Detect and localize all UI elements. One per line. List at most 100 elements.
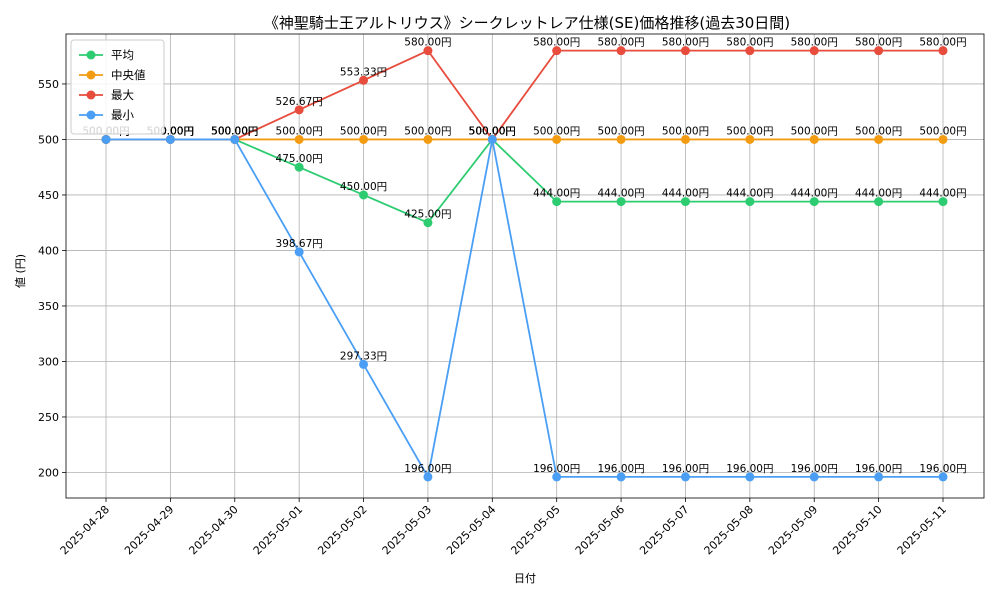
y-tick-label: 450 [38, 189, 59, 202]
data-point [294, 105, 304, 115]
data-label: 450.00円 [340, 181, 387, 193]
data-label: 500.00円 [211, 125, 258, 137]
data-label: 444.00円 [597, 188, 644, 200]
chart-title: 《神聖騎士王アルトリウス》シークレットレア仕様(SE)価格推移(過去30日間) [264, 14, 790, 32]
data-point [230, 134, 240, 144]
series-line-3 [106, 138, 943, 480]
data-point [359, 359, 369, 369]
data-label: 500.00円 [533, 125, 580, 137]
legend-label: 最大 [111, 88, 134, 102]
data-label: 500.00円 [211, 125, 258, 137]
data-label: 500.00円 [791, 125, 838, 137]
data-label: 425.00円 [404, 209, 451, 221]
data-point [938, 134, 948, 144]
data-label: 580.00円 [533, 37, 580, 49]
data-point [423, 472, 433, 482]
data-point [680, 472, 690, 482]
data-point [294, 247, 304, 257]
data-label: 500.00円 [469, 125, 516, 137]
data-point [101, 134, 111, 144]
data-point [423, 46, 433, 56]
data-label: 444.00円 [791, 188, 838, 200]
data-label: 196.00円 [662, 463, 709, 475]
data-point [680, 134, 690, 144]
x-tick-label: 2025-05-04 [444, 503, 498, 557]
data-label: 196.00円 [855, 463, 902, 475]
data-point [745, 134, 755, 144]
x-tick-label: 2025-05-10 [830, 503, 884, 557]
data-point [874, 134, 884, 144]
data-label: 196.00円 [597, 463, 644, 475]
data-label: 580.00円 [597, 37, 644, 49]
data-label: 475.00円 [276, 153, 323, 165]
data-label: 444.00円 [533, 188, 580, 200]
data-label: 580.00円 [662, 37, 709, 49]
data-point [487, 134, 497, 144]
data-point [423, 134, 433, 144]
data-point [552, 197, 562, 207]
data-point [809, 197, 819, 207]
x-tick-label: 2025-05-01 [251, 503, 305, 557]
data-label: 500.00円 [469, 125, 516, 137]
x-tick-label: 2025-05-11 [895, 503, 949, 557]
x-tick-label: 2025-05-06 [573, 503, 627, 557]
data-label: 500.00円 [469, 125, 516, 137]
data-label: 196.00円 [791, 463, 838, 475]
data-point [874, 472, 884, 482]
legend-marker [86, 90, 96, 100]
data-labels: 500.00円 500.00円 500.00円 475.00円 450.00円 425.0… [82, 37, 966, 475]
data-label: 580.00円 [726, 37, 773, 49]
data-point [938, 472, 948, 482]
data-point [423, 218, 433, 228]
data-label: 526.67円 [276, 96, 323, 108]
data-label: 500.00円 [404, 125, 451, 137]
data-point [938, 46, 948, 56]
series-line-2 [106, 49, 943, 141]
data-point [552, 46, 562, 56]
data-point [809, 134, 819, 144]
data-point [745, 197, 755, 207]
x-tick-label: 2025-05-02 [315, 503, 369, 557]
data-point [552, 134, 562, 144]
data-label: 500.00円 [211, 125, 258, 137]
data-label: 196.00円 [919, 463, 966, 475]
legend-label: 中央値 [111, 68, 146, 82]
data-label: 196.00円 [404, 463, 451, 475]
data-point [809, 46, 819, 56]
legend-marker [86, 50, 96, 60]
data-label: 500.00円 [662, 125, 709, 137]
data-label: 500.00円 [276, 125, 323, 137]
y-tick-label: 250 [38, 411, 59, 424]
data-point [616, 46, 626, 56]
data-point [745, 46, 755, 56]
y-tick-label: 500 [38, 133, 59, 146]
data-label: 500.00円 [211, 125, 258, 137]
plot-frame [65, 33, 985, 499]
x-axis-label: 日付 [514, 572, 536, 585]
y-tick-label: 300 [38, 355, 59, 368]
legend-marker [86, 110, 96, 120]
data-label: 196.00円 [726, 463, 773, 475]
data-point [616, 134, 626, 144]
y-tick-label: 350 [38, 300, 59, 313]
data-label: 580.00円 [404, 37, 451, 49]
x-tick-label: 2025-04-30 [186, 503, 240, 557]
y-tick-label: 550 [38, 78, 59, 91]
x-axis: 2025-04-28 2025-04-29 2025-04-30 2025-05-01… [58, 498, 949, 557]
x-tick-label: 2025-05-05 [508, 503, 562, 557]
data-label: 444.00円 [726, 188, 773, 200]
data-point [359, 190, 369, 200]
data-label: 500.00円 [340, 125, 387, 137]
data-label: 500.00円 [855, 125, 902, 137]
x-tick-label: 2025-05-07 [637, 503, 691, 557]
data-point [938, 197, 948, 207]
data-label: 444.00円 [662, 188, 709, 200]
legend-box [70, 39, 165, 135]
data-label: 580.00円 [919, 37, 966, 49]
data-point [680, 46, 690, 56]
data-label: 500.00円 [919, 125, 966, 137]
data-label: 553.33円 [340, 66, 387, 78]
data-label: 580.00円 [791, 37, 838, 49]
data-point [165, 134, 175, 144]
